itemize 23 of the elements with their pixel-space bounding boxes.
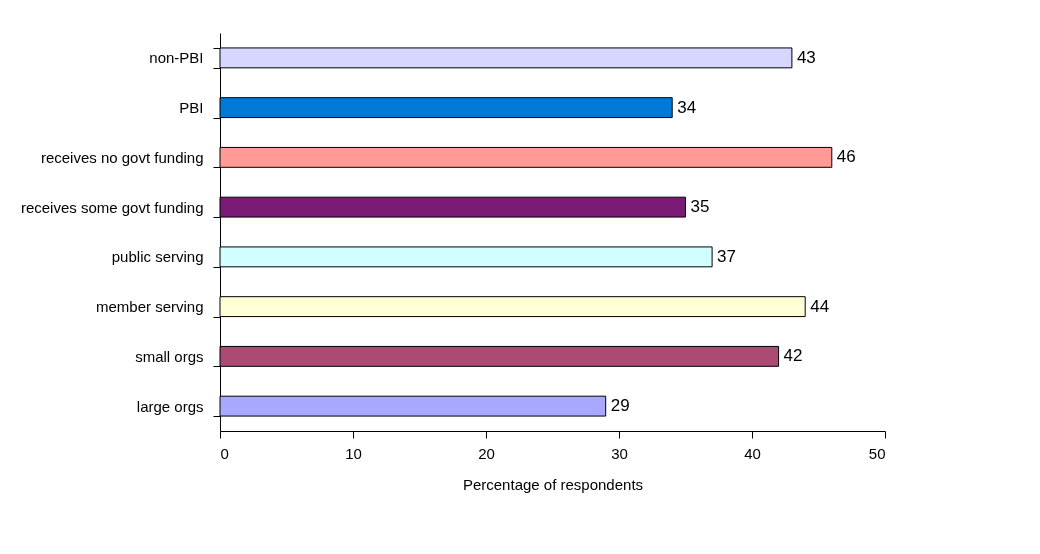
x-tick-label: 20 bbox=[478, 444, 495, 462]
x-tick-label: 50 bbox=[868, 444, 886, 462]
y-tick-label: member serving bbox=[95, 298, 204, 316]
x-tick-label: 30 bbox=[611, 444, 628, 462]
x-tick-label: 10 bbox=[345, 444, 362, 462]
y-tick-label: public serving bbox=[111, 248, 204, 266]
data-label: 35 bbox=[690, 197, 710, 217]
y-tick-label: PBI bbox=[179, 99, 204, 117]
y-tick-label: receives no govt funding bbox=[40, 148, 204, 166]
y-tick-label: non-PBI bbox=[149, 49, 204, 67]
y-tick-label: large orgs bbox=[136, 397, 204, 415]
y-tick-label: receives some govt funding bbox=[20, 198, 204, 216]
data-label: 43 bbox=[796, 47, 816, 67]
data-label: 29 bbox=[610, 396, 630, 416]
data-label: 44 bbox=[810, 296, 830, 316]
data-label: 34 bbox=[677, 97, 697, 117]
x-tick-label: 0 bbox=[220, 444, 229, 462]
data-label: 37 bbox=[717, 246, 737, 266]
x-tick-label: 40 bbox=[744, 444, 761, 462]
x-axis-title: Percentage of respondents bbox=[462, 475, 644, 493]
data-label: 42 bbox=[783, 346, 803, 366]
y-tick-label: small orgs bbox=[135, 347, 204, 365]
data-label: 46 bbox=[836, 147, 856, 167]
